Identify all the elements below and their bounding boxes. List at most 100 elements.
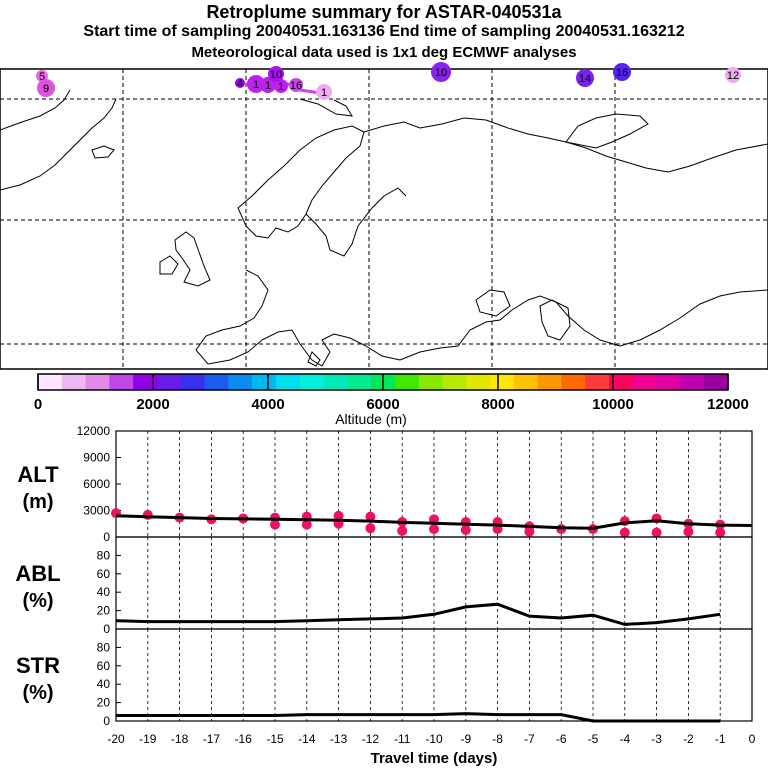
scatter-point bbox=[524, 526, 535, 537]
colorbar-tick-label: 12000 bbox=[707, 396, 749, 413]
scatter-point bbox=[365, 511, 376, 522]
colorbar-cell bbox=[180, 374, 206, 390]
plume-marker-label: 16 bbox=[616, 67, 628, 79]
plume-marker bbox=[235, 78, 245, 88]
y-tick-label: 6000 bbox=[83, 477, 110, 491]
colorbar-cell bbox=[490, 374, 515, 390]
colorbar-cells bbox=[38, 374, 729, 390]
series-line bbox=[115, 602, 721, 626]
colorbar-cell bbox=[204, 374, 229, 390]
altitude-colorbar: 0 2000 4000 6000 8000 10000 12000 Altitude (m) bbox=[34, 373, 749, 427]
y-axis-label: (%) bbox=[22, 682, 53, 704]
colorbar-cell bbox=[299, 374, 325, 390]
x-tick-label: -20 bbox=[107, 732, 125, 746]
coast-sicily bbox=[307, 351, 321, 367]
plume-marker bbox=[274, 79, 288, 93]
plume-marker bbox=[725, 67, 741, 83]
panel-alt: 0 3000 6000 9000 12000 ALT (m) bbox=[17, 424, 753, 544]
plume-marker bbox=[289, 78, 303, 92]
x-axis: -20 -19 -18 -17 -16 -15 -14 -13 -12 -11 -10 -9 -8 -7-… bbox=[107, 732, 755, 767]
y-tick-label: 12000 bbox=[77, 424, 111, 438]
colorbar-cell bbox=[466, 374, 491, 390]
scatter-point bbox=[683, 526, 694, 537]
scatter-point bbox=[397, 525, 408, 536]
chart-title: Retroplume summary for ASTAR-040531a bbox=[206, 2, 562, 22]
coast-scandinavia bbox=[237, 125, 365, 239]
scatter-point bbox=[333, 510, 344, 521]
scatter-point bbox=[365, 523, 376, 534]
plume-marker-label: 5 bbox=[39, 71, 45, 83]
y-axis-label: STR bbox=[16, 653, 60, 678]
x-tick-label: -11 bbox=[394, 732, 411, 746]
colorbar-cell bbox=[680, 374, 705, 390]
plume-marker-label: 1 bbox=[265, 80, 271, 92]
x-tick-label: -1 bbox=[715, 732, 726, 746]
x-tick-label: -15 bbox=[266, 732, 284, 746]
x-tick-label: -6 bbox=[556, 732, 567, 746]
y-tick-label: 20 bbox=[97, 604, 111, 618]
coast-novaya-zemlya bbox=[565, 113, 649, 149]
colorbar-cell bbox=[442, 374, 467, 390]
x-tick-label: -13 bbox=[330, 732, 348, 746]
coastlines bbox=[0, 89, 768, 367]
x-tick-label: -7 bbox=[524, 732, 535, 746]
coast-baltic bbox=[305, 187, 407, 257]
coast-black-sea-caucasus bbox=[399, 289, 768, 361]
colorbar-tick-label: 4000 bbox=[251, 396, 284, 413]
plume-marker bbox=[576, 69, 594, 87]
scatter-point bbox=[301, 519, 312, 530]
plume-marker bbox=[268, 66, 284, 82]
plume-marker-label: 9 bbox=[43, 83, 49, 95]
coast-caspian bbox=[539, 299, 571, 341]
colorbar-cell bbox=[228, 374, 253, 390]
plume-marker bbox=[613, 63, 631, 81]
y-tick-label: 0 bbox=[103, 714, 110, 728]
scatter-point bbox=[715, 527, 726, 538]
colorbar-tick-label: 2000 bbox=[136, 396, 169, 413]
colorbar-cell bbox=[347, 374, 372, 390]
plume-marker-label: 10 bbox=[270, 69, 282, 81]
colorbar-cell bbox=[394, 374, 420, 390]
y-axis-label: ABL bbox=[15, 561, 60, 586]
coast-svalbard bbox=[299, 98, 353, 117]
colorbar-tick-label: 8000 bbox=[481, 396, 514, 413]
colorbar-cell bbox=[109, 374, 134, 390]
colorbar-cell bbox=[275, 374, 301, 390]
coast-ireland bbox=[159, 255, 179, 275]
map-frame bbox=[0, 68, 768, 370]
colorbar-cell bbox=[85, 374, 110, 390]
colorbar-ticks: 0 2000 4000 6000 8000 10000 12000 bbox=[34, 374, 749, 413]
x-tick-label: -18 bbox=[171, 732, 189, 746]
y-tick-label: 3000 bbox=[83, 504, 110, 518]
x-tick-label: -16 bbox=[235, 732, 253, 746]
colorbar-cell bbox=[252, 374, 277, 390]
coast-greenland bbox=[0, 98, 117, 191]
x-axis-title: Travel time (days) bbox=[371, 750, 498, 767]
x-tick-label: -2 bbox=[683, 732, 694, 746]
x-tick-label: -12 bbox=[362, 732, 380, 746]
plume-marker-label: 1 bbox=[253, 79, 259, 91]
y-axis-label: (m) bbox=[22, 491, 53, 513]
x-tick-label: -10 bbox=[425, 732, 443, 746]
coast-western-europe bbox=[195, 269, 401, 367]
plume-marker-label: 16 bbox=[290, 80, 302, 92]
coast-black-sea bbox=[475, 289, 511, 317]
y-axis-label: (%) bbox=[22, 590, 53, 612]
coast-iceland bbox=[0, 89, 71, 131]
colorbar-cell bbox=[133, 374, 158, 390]
plume-marker-label: 14 bbox=[579, 73, 591, 85]
colorbar-tick-label: 6000 bbox=[366, 396, 399, 413]
plume-marker-label: 10 bbox=[435, 67, 447, 79]
y-tick-label: 80 bbox=[97, 548, 111, 562]
scatter-point bbox=[429, 524, 439, 535]
coast-great-britain bbox=[174, 231, 211, 287]
colorbar-cell bbox=[323, 374, 348, 390]
colorbar-cell bbox=[585, 374, 610, 390]
x-tick-label: -3 bbox=[651, 732, 662, 746]
coast-north-russia bbox=[363, 117, 768, 173]
colorbar-cell bbox=[156, 374, 182, 390]
scatter-point bbox=[460, 524, 471, 535]
meteo-data-line: Meteorological data used is 1x1 deg ECMW… bbox=[191, 44, 577, 61]
